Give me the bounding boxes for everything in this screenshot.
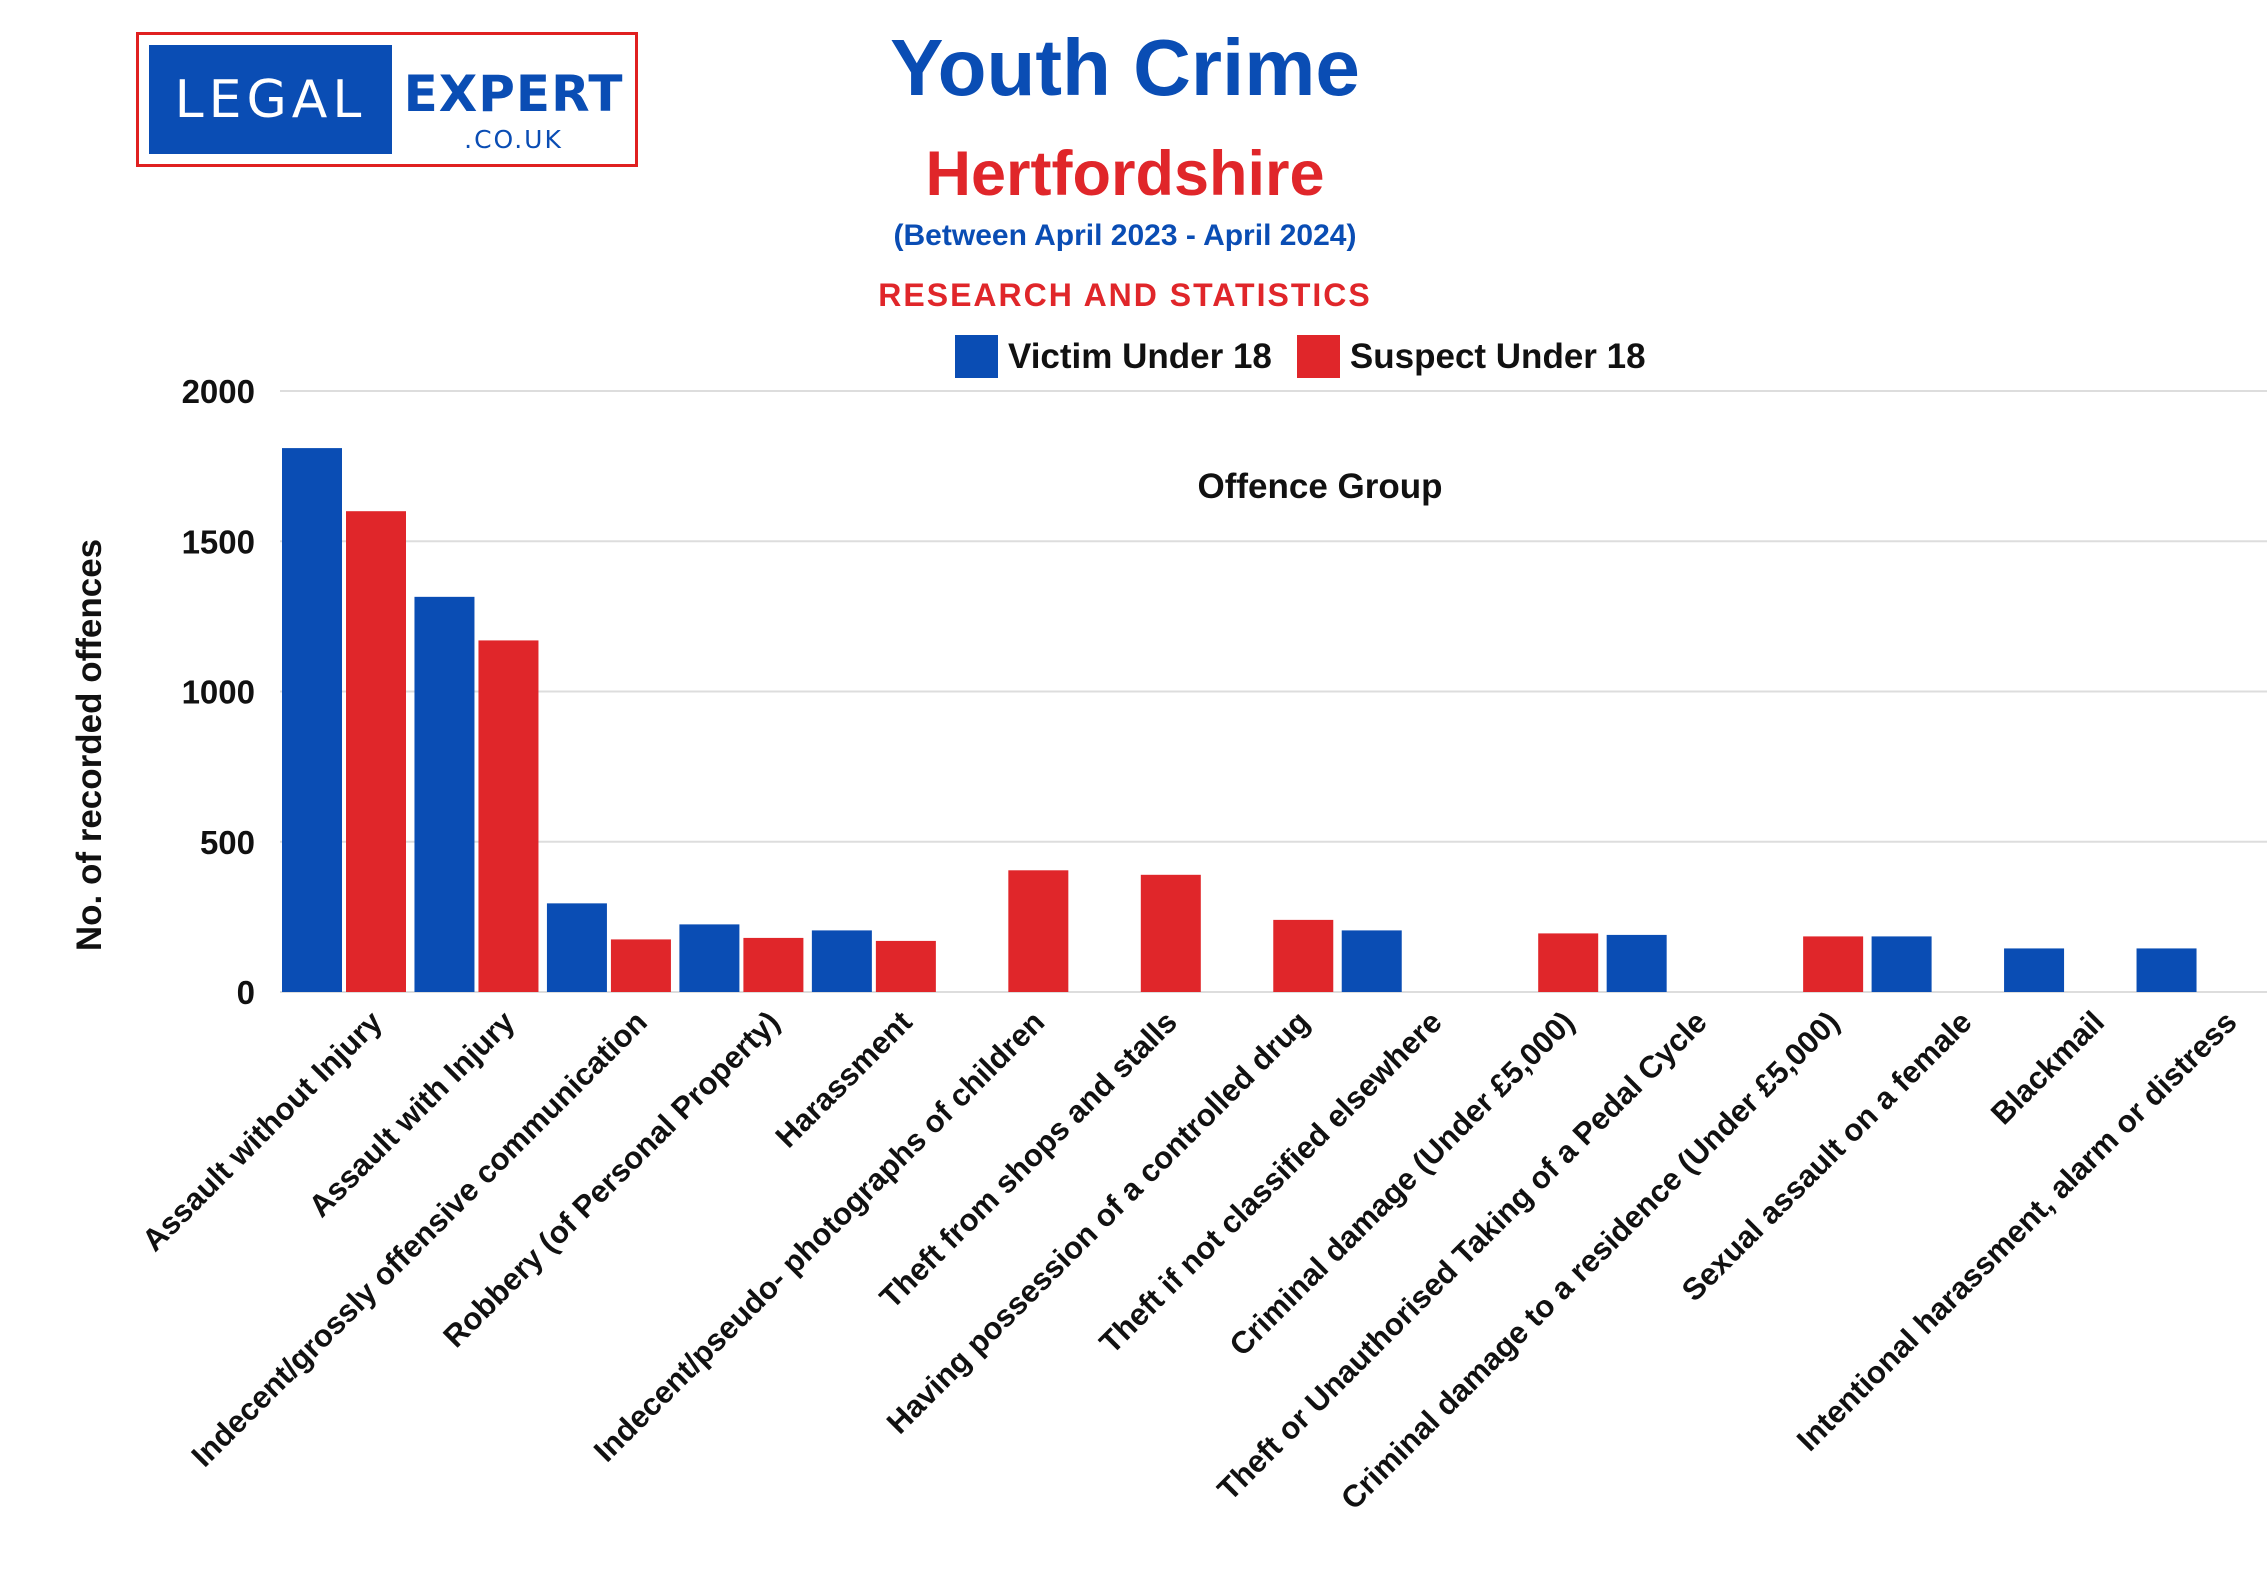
- bar-suspect: [610, 939, 671, 992]
- x-tick-label: Intentional harassment, alarm or distres…: [1790, 1004, 2244, 1458]
- logo-legal-text: LEGAL: [174, 69, 367, 130]
- legend-item-suspect: Suspect Under 18: [1296, 335, 1646, 378]
- bar-victim: [414, 596, 475, 992]
- x-tick-label: Sexual assault on a female: [1675, 1004, 1979, 1308]
- logo-expert-text: EXPERT: [403, 65, 624, 123]
- bar-suspect: [1140, 874, 1201, 992]
- legend-label-suspect: Suspect Under 18: [1349, 336, 1646, 376]
- y-tick-label: 0: [237, 974, 255, 1011]
- research-label: RESEARCH AND STATISTICS: [878, 277, 1372, 313]
- bar-suspect: [346, 511, 406, 992]
- logo-domain-text: .CO.UK: [464, 125, 563, 154]
- bar-suspect: [1273, 919, 1334, 992]
- bar-victim: [1606, 934, 1667, 992]
- x-tick-label: Criminal damage to a residence (Under £5…: [1334, 1004, 1846, 1516]
- y-tick-label: 2000: [182, 373, 255, 410]
- page-title: Youth Crime: [890, 23, 1360, 112]
- x-tick-label: Indecent/pseudo- photographs of children: [587, 1004, 1051, 1468]
- bar-victim: [2004, 948, 2065, 992]
- y-tick-label: 1500: [182, 523, 255, 560]
- y-tick-label: 1000: [182, 674, 255, 711]
- legend-item-victim: Victim Under 18: [955, 335, 1272, 378]
- chart-legend: Victim Under 18 Suspect Under 18: [955, 335, 1671, 378]
- legal-expert-logo: LEGAL EXPERT .CO.UK: [136, 32, 638, 167]
- x-tick-label: Harassment: [769, 1004, 919, 1154]
- x-tick-label: Theft or Unauthorised Taking of a Pedal …: [1211, 1004, 1714, 1507]
- legend-swatch-suspect: [1296, 335, 1340, 378]
- x-tick-label: Indecent/grossly offensive communication: [185, 1004, 654, 1473]
- bar-victim: [679, 924, 740, 992]
- logo-legal-block: LEGAL: [149, 45, 392, 154]
- bar-victim: [1341, 930, 1402, 992]
- region-subtitle: Hertfordshire: [925, 139, 1325, 209]
- bar-victim: [811, 930, 872, 992]
- bar-suspect: [1803, 936, 1864, 992]
- bar-victim: [546, 903, 607, 992]
- bar-suspect: [1538, 933, 1599, 992]
- legend-swatch-victim: [955, 335, 998, 378]
- chart-title: Offence Group: [1197, 467, 1443, 506]
- bar-suspect: [743, 937, 804, 992]
- bar-suspect: [1008, 870, 1069, 992]
- bar-victim: [1871, 936, 1932, 992]
- x-tick-label: Blackmail: [1984, 1004, 2111, 1131]
- bar-victim: [2136, 948, 2197, 992]
- bar-suspect: [875, 940, 936, 992]
- legend-label-victim: Victim Under 18: [1008, 336, 1272, 376]
- bar-victim: [282, 448, 342, 993]
- bar-suspect: [478, 640, 539, 992]
- y-tick-label: 500: [200, 824, 255, 861]
- x-tick-label: Assault without Injury: [135, 1004, 389, 1258]
- date-range: (Between April 2023 - April 2024): [893, 219, 1357, 252]
